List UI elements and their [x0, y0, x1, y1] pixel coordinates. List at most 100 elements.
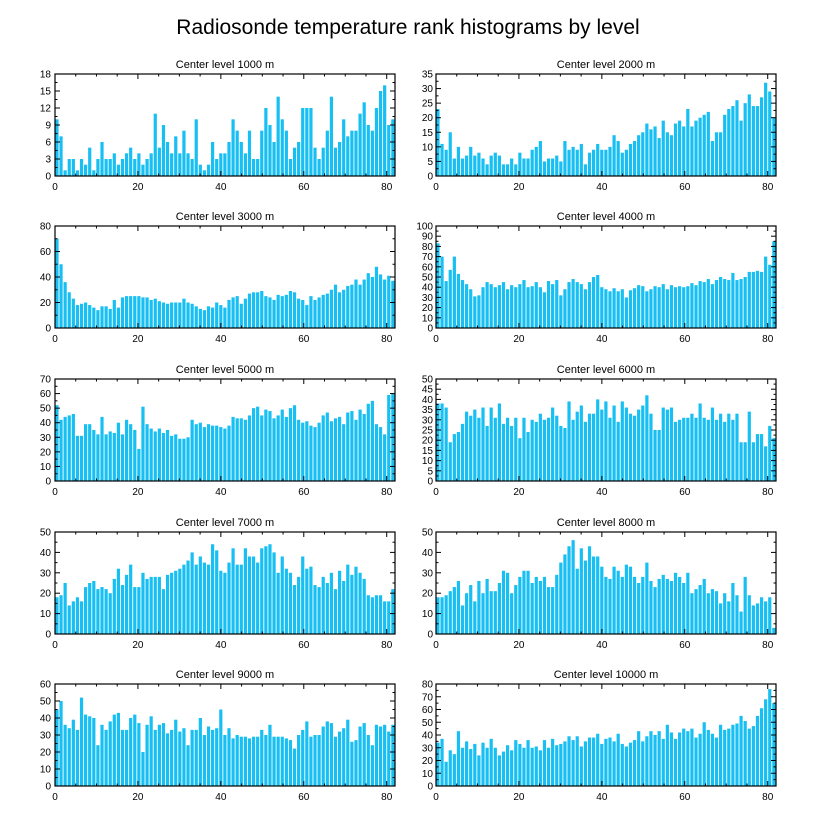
x-tick-label: 0 [433, 182, 439, 193]
bar [444, 595, 448, 634]
bar [55, 405, 59, 481]
bar [129, 424, 133, 481]
histogram-panel: Center level 8000 m 0 10 20 30 40 50 0 20 40 60 80 [422, 517, 777, 651]
y-tick-label: 0 [45, 324, 51, 335]
bar [653, 430, 657, 481]
x-tick-label: 40 [596, 640, 608, 651]
bar [657, 578, 661, 634]
x-tick-label: 80 [381, 487, 393, 498]
bar [481, 407, 485, 481]
bar [600, 409, 604, 481]
bar [546, 417, 551, 481]
x-tick-label: 80 [381, 334, 393, 345]
bar [514, 164, 518, 176]
y-tick-label: 5 [427, 466, 433, 477]
bar [133, 714, 137, 786]
y-tick-label: 25 [422, 99, 434, 110]
y-tick-label: 40 [40, 548, 52, 559]
bar [362, 578, 366, 634]
bar [165, 430, 170, 481]
bar [190, 159, 194, 176]
bar [665, 409, 669, 481]
bar [354, 740, 358, 786]
bar [366, 273, 370, 328]
bar [350, 574, 354, 634]
bar [596, 556, 600, 634]
bar [370, 597, 374, 634]
bar [739, 120, 743, 176]
bar [481, 158, 485, 176]
bar [309, 736, 313, 786]
bar [104, 306, 108, 328]
bar-series [436, 82, 776, 176]
bar [329, 289, 334, 328]
bar [596, 274, 600, 328]
bar [96, 589, 100, 634]
bar [632, 415, 637, 481]
bar [612, 288, 616, 328]
bar [489, 155, 493, 176]
bar [251, 408, 256, 481]
bar [219, 427, 223, 481]
bar [333, 147, 338, 176]
bar [772, 438, 776, 481]
bar [108, 593, 112, 634]
bar [723, 729, 727, 786]
bar [178, 153, 182, 176]
bar [170, 572, 174, 634]
x-tick-label: 0 [433, 792, 439, 803]
y-tick-label: 15 [40, 87, 52, 98]
bar [190, 729, 194, 786]
bar [223, 572, 227, 634]
bar [338, 292, 342, 328]
bar [608, 291, 612, 328]
bar [743, 576, 747, 634]
bar [342, 728, 346, 786]
x-tick-label: 60 [298, 792, 310, 803]
bar [239, 736, 243, 786]
bar [710, 589, 715, 634]
bar [604, 149, 608, 176]
bar [456, 731, 461, 786]
y-tick-label: 50 [422, 273, 434, 284]
bar [174, 302, 178, 328]
bar [124, 574, 129, 634]
panel-title: Center level 8000 m [557, 517, 655, 529]
bar [460, 423, 465, 481]
bar [567, 149, 571, 176]
bar [292, 147, 297, 176]
bar [186, 437, 190, 481]
y-tick-label: 20 [40, 748, 52, 759]
bar [276, 572, 280, 634]
bar [583, 289, 588, 328]
bar [112, 153, 116, 176]
bar [174, 719, 178, 786]
bar [305, 108, 309, 176]
bar [288, 572, 293, 634]
bar [100, 306, 104, 328]
bar [678, 732, 682, 786]
y-tick-label: 3 [45, 155, 51, 166]
y-tick-label: 70 [40, 375, 52, 386]
bar [387, 275, 391, 328]
bar [366, 595, 370, 634]
bar [493, 152, 497, 176]
bar [641, 405, 645, 481]
bar [477, 580, 481, 634]
y-tick-label: 20 [422, 589, 434, 600]
bar [338, 731, 342, 786]
bar [583, 421, 588, 481]
bar [690, 593, 694, 634]
bar [751, 605, 755, 634]
bar [75, 305, 80, 328]
bar-series [436, 241, 776, 328]
bar [342, 289, 346, 328]
bar [198, 308, 202, 329]
bar [612, 135, 616, 176]
bar [546, 158, 551, 176]
panel-title: Center level 4000 m [557, 211, 655, 223]
bar [354, 419, 358, 481]
x-tick-label: 60 [679, 640, 691, 651]
bar [194, 564, 198, 634]
